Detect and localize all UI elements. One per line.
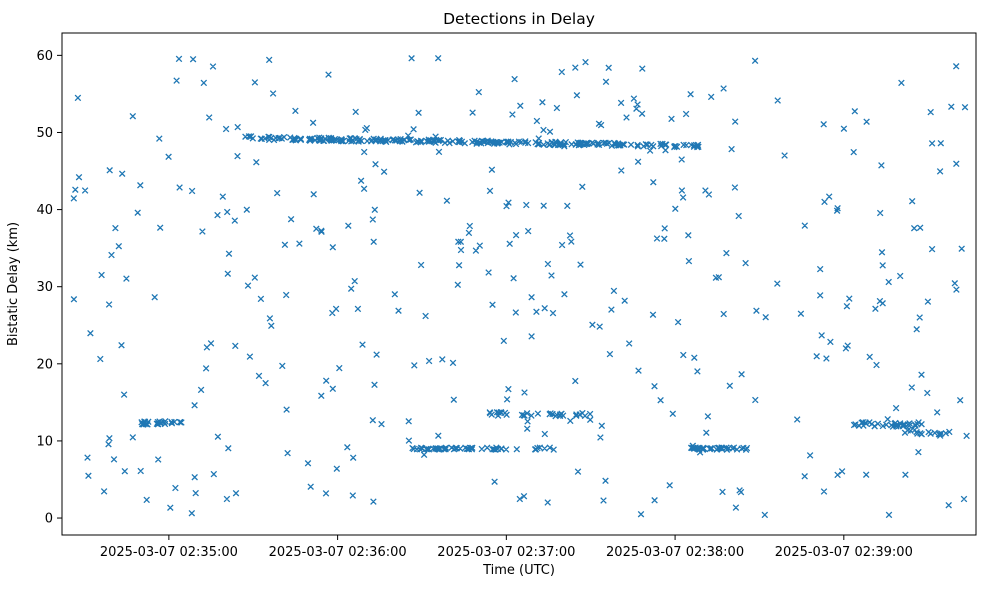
y-tick-label: 50 — [36, 126, 53, 141]
x-tick-label: 2025-03-07 02:37:00 — [437, 545, 575, 560]
y-tick-label: 60 — [36, 49, 53, 64]
scatter-points — [70, 54, 970, 519]
y-tick-label: 30 — [36, 280, 53, 295]
y-tick-label: 20 — [36, 357, 53, 372]
chart-title: Detections in Delay — [443, 10, 595, 28]
x-tick-label: 2025-03-07 02:36:00 — [269, 545, 407, 560]
x-tick-label: 2025-03-07 02:38:00 — [606, 545, 744, 560]
x-tick-label: 2025-03-07 02:35:00 — [100, 545, 238, 560]
x-axis-label: Time (UTC) — [482, 563, 555, 578]
y-tick-label: 10 — [36, 434, 53, 449]
y-tick-label: 0 — [45, 512, 53, 527]
y-axis-label: Bistatic Delay (km) — [6, 222, 21, 346]
y-tick-label: 40 — [36, 203, 53, 218]
plot-area — [61, 32, 977, 536]
x-tick-label: 2025-03-07 02:39:00 — [775, 545, 913, 560]
axis-ticks: 2025-03-07 02:35:00 2025-03-07 02:36:00 20… — [36, 49, 912, 560]
